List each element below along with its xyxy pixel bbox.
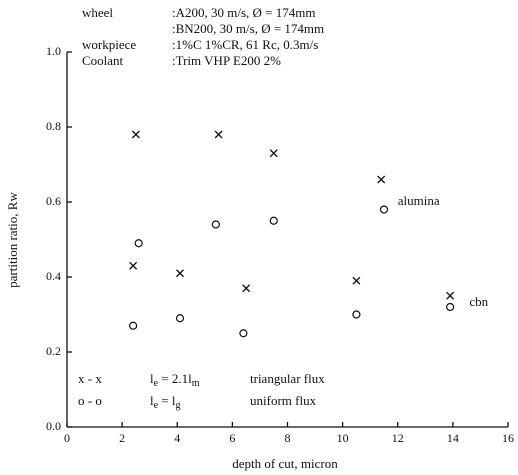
o-marker xyxy=(269,216,278,225)
y-axis-label: partition ratio, Rw xyxy=(5,192,20,288)
y-tick-label: 1.0 xyxy=(46,44,61,58)
y-tick-label: 0.6 xyxy=(46,194,61,208)
o-marker xyxy=(175,314,185,323)
formula-text: l xyxy=(150,393,154,408)
x-tick-label: 6 xyxy=(229,431,235,445)
formula-text: = 2.1 xyxy=(158,371,188,386)
x-axis-label: depth of cut, micron xyxy=(232,456,338,471)
y-tick-label: 0.2 xyxy=(46,344,61,358)
header-value: :BN200, 30 m/s, Ø = 174mm xyxy=(172,21,324,36)
x-tick-label: 10 xyxy=(337,431,349,445)
x-tick-label: 16 xyxy=(502,431,514,445)
subscript: e xyxy=(154,400,159,411)
legend-symbol: o - o xyxy=(78,393,102,408)
x-tick-label: 8 xyxy=(285,431,291,445)
subscript: e xyxy=(154,378,159,389)
formula-text: l xyxy=(150,371,154,386)
o-marker xyxy=(211,220,220,229)
y-tick-label: 0.4 xyxy=(46,269,61,283)
legend-formula: le = lg xyxy=(150,393,181,411)
header-label: wheel xyxy=(82,5,113,20)
formula-text: = l xyxy=(158,393,176,408)
y-tick-label: 0.8 xyxy=(46,119,61,133)
x-tick-label: 0 xyxy=(64,431,70,445)
header-value: :1%C 1%CR, 61 Rc, 0.3m/s xyxy=(172,37,318,52)
y-tick-label: 0.0 xyxy=(46,419,61,433)
o-marker xyxy=(446,302,455,312)
x-marker xyxy=(446,291,455,300)
subscript: g xyxy=(176,400,181,411)
o-marker xyxy=(134,239,143,248)
x-marker xyxy=(131,130,140,139)
o-marker xyxy=(379,205,389,214)
annotation: alumina xyxy=(398,193,440,208)
o-marker xyxy=(239,329,248,338)
subscript: m xyxy=(192,378,200,389)
x-marker xyxy=(129,261,138,270)
header-label: workpiece xyxy=(82,37,136,52)
x-marker xyxy=(352,276,361,285)
x-tick-label: 12 xyxy=(392,431,404,445)
x-marker xyxy=(176,269,184,278)
x-marker xyxy=(242,284,251,293)
x-tick-label: 4 xyxy=(174,431,180,445)
header-label: Coolant xyxy=(82,53,124,68)
legend-symbol: x - x xyxy=(78,371,102,386)
x-marker xyxy=(269,149,278,158)
x-marker xyxy=(214,130,223,139)
legend-formula: le = 2.1lm xyxy=(150,371,200,389)
x-tick-label: 14 xyxy=(447,431,459,445)
annotation: cbn xyxy=(469,294,488,309)
x-marker xyxy=(377,175,386,184)
o-marker xyxy=(352,310,361,319)
legend-description: uniform flux xyxy=(250,393,317,408)
o-marker xyxy=(129,321,138,330)
formula-text: l xyxy=(188,371,192,386)
header-value: :A200, 30 m/s, Ø = 174mm xyxy=(172,5,315,20)
x-tick-label: 2 xyxy=(119,431,125,445)
header-value: :Trim VHP E200 2% xyxy=(172,53,281,68)
legend-description: triangular flux xyxy=(250,371,325,386)
